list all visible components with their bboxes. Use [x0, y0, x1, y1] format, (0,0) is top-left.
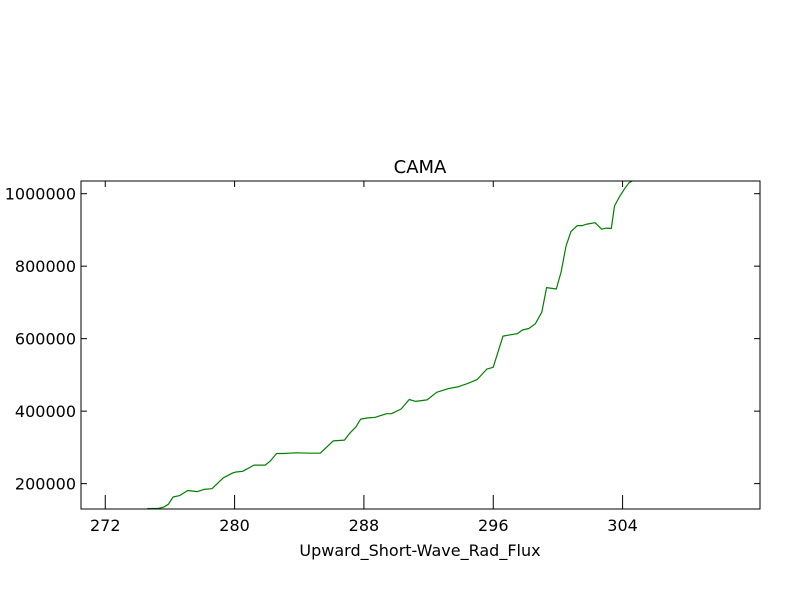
y-tick-label: 1000000	[5, 185, 76, 204]
series-line-0	[147, 181, 634, 509]
x-tick-label: 296	[478, 516, 509, 535]
x-tick-label: 280	[219, 516, 250, 535]
y-tick-label: 400000	[15, 402, 76, 421]
y-tick-label: 600000	[15, 330, 76, 349]
tick-marks	[81, 181, 760, 509]
x-tick-labels: 272 280 288 296 304	[90, 516, 638, 535]
y-tick-label: 200000	[15, 475, 76, 494]
chart-title: CAMA	[394, 157, 447, 178]
plot-frame	[80, 180, 761, 510]
data-series-group	[147, 181, 634, 509]
y-tick-labels: 200000 400000 600000 800000 1000000	[5, 185, 76, 494]
x-tick-label: 272	[90, 516, 121, 535]
x-tick-label: 288	[349, 516, 380, 535]
x-tick-label: 304	[607, 516, 638, 535]
x-axis-label: Upward_Short-Wave_Rad_Flux	[299, 541, 540, 561]
y-tick-label: 800000	[15, 257, 76, 276]
